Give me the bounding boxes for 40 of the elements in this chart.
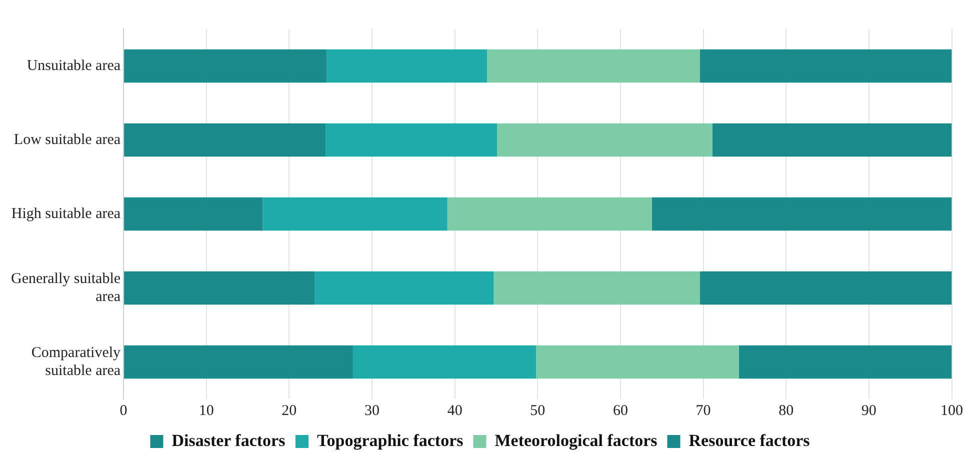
legend-label: Resource factors	[688, 430, 810, 450]
x-tick-label: 0	[120, 402, 128, 419]
x-tick-label: 60	[612, 402, 628, 419]
x-tick-label: 50	[530, 402, 546, 419]
bar	[326, 123, 498, 157]
y-tick-label: Comparatively suitable area	[31, 344, 122, 379]
bar	[494, 271, 700, 305]
bar	[262, 197, 448, 231]
bar	[487, 49, 700, 83]
bar	[124, 345, 353, 379]
bar	[352, 345, 536, 379]
x-tick-label: 20	[282, 402, 297, 419]
x-tick-label: 70	[696, 402, 711, 419]
bar	[700, 271, 952, 305]
bar	[652, 197, 952, 231]
legend-label: Meteorological factors	[494, 430, 658, 450]
bar	[124, 197, 263, 231]
x-tick-label: 90	[861, 402, 876, 419]
x-tick-label: 100	[940, 402, 963, 419]
bar	[326, 49, 488, 83]
bar	[497, 123, 712, 157]
x-tick-label: 10	[198, 402, 214, 419]
bar	[124, 271, 315, 305]
bar	[700, 49, 952, 83]
legend-label: Topographic factors	[317, 430, 464, 450]
legend-label: Disaster factors	[172, 430, 286, 450]
bar	[738, 345, 952, 379]
bar	[447, 197, 652, 231]
bar	[314, 271, 494, 305]
y-tick-label: Low suitable area	[14, 132, 121, 148]
x-tick-label: 30	[364, 402, 380, 419]
x-tick-label: 80	[778, 402, 794, 419]
bar	[536, 345, 739, 379]
x-tick-label: 40	[447, 402, 462, 419]
y-tick-label: Unsuitable area	[26, 58, 121, 74]
bar	[124, 123, 326, 157]
y-tick-label: High suitable area	[11, 206, 121, 222]
y-tick-label: Generally suitable area	[10, 270, 121, 305]
bar	[124, 49, 326, 83]
bar	[712, 123, 952, 157]
